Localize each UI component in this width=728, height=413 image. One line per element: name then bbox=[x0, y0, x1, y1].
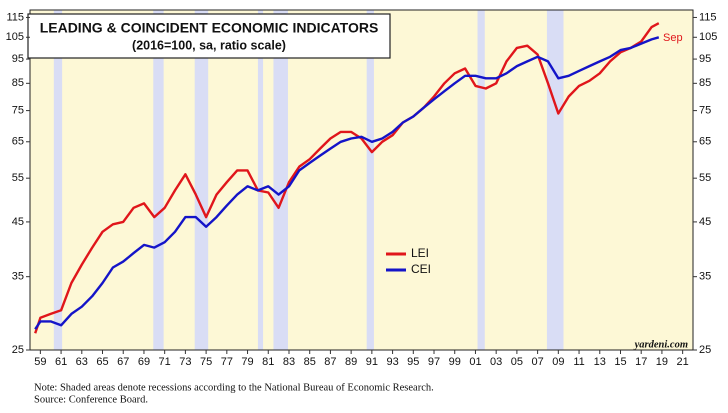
y-tick-label: 75 bbox=[12, 105, 24, 117]
y-tick-label: 85 bbox=[12, 77, 24, 89]
y2-tick-label: 85 bbox=[699, 77, 711, 89]
plot-background bbox=[30, 10, 693, 350]
recession-band bbox=[53, 10, 63, 350]
chart-title: LEADING & COINCIDENT ECONOMIC INDICATORS bbox=[40, 20, 379, 36]
source-brand: yardeni.com bbox=[633, 339, 688, 350]
y2-tick-label: 65 bbox=[699, 136, 711, 148]
y-tick-label: 115 bbox=[6, 11, 24, 23]
x-tick-label: 77 bbox=[221, 356, 233, 368]
note: Source: Conference Board. bbox=[34, 394, 148, 405]
y2-tick-label: 105 bbox=[699, 31, 717, 43]
end-annotation: Sep bbox=[663, 32, 683, 44]
recession-band bbox=[153, 10, 164, 350]
y-tick-label: 65 bbox=[12, 136, 24, 148]
x-tick-label: 69 bbox=[138, 356, 150, 368]
x-tick-label: 19 bbox=[656, 356, 668, 368]
x-tick-label: 95 bbox=[407, 356, 419, 368]
y-tick-label: 105 bbox=[6, 31, 24, 43]
x-tick-label: 63 bbox=[76, 356, 88, 368]
x-tick-label: 09 bbox=[552, 356, 564, 368]
legend-label: LEI bbox=[411, 246, 429, 260]
recession-band bbox=[194, 10, 209, 350]
x-tick-label: 03 bbox=[490, 356, 502, 368]
x-tick-label: 79 bbox=[241, 356, 253, 368]
x-tick-label: 97 bbox=[428, 356, 440, 368]
x-tick-label: 65 bbox=[96, 356, 108, 368]
chart-subtitle: (2016=100, sa, ratio scale) bbox=[132, 38, 286, 52]
x-tick-label: 59 bbox=[34, 356, 46, 368]
y2-tick-label: 95 bbox=[699, 53, 711, 65]
y2-tick-label: 55 bbox=[699, 172, 711, 184]
note: Note: Shaded areas denote recessions acc… bbox=[34, 382, 434, 393]
y2-tick-label: 35 bbox=[699, 271, 711, 283]
x-tick-label: 17 bbox=[635, 356, 647, 368]
y-tick-label: 35 bbox=[12, 271, 24, 283]
x-tick-label: 71 bbox=[159, 356, 171, 368]
series-lines bbox=[34, 22, 660, 334]
x-tick-label: 91 bbox=[366, 356, 378, 368]
y2-tick-label: 75 bbox=[699, 105, 711, 117]
x-tick-label: 89 bbox=[345, 356, 357, 368]
recession-band bbox=[273, 10, 288, 350]
recession-band bbox=[366, 10, 374, 350]
x-tick-label: 13 bbox=[594, 356, 606, 368]
plot-frame bbox=[29, 9, 694, 351]
x-tick-label: 85 bbox=[304, 356, 316, 368]
y2-tick-label: 115 bbox=[699, 11, 717, 23]
y-tick-label: 45 bbox=[12, 216, 24, 228]
legend-label: CEI bbox=[411, 262, 431, 276]
recession-band bbox=[546, 10, 564, 350]
x-tick-label: 05 bbox=[511, 356, 523, 368]
x-tick-label: 67 bbox=[117, 356, 129, 368]
recession-band bbox=[257, 10, 264, 350]
series-line bbox=[34, 36, 660, 330]
series-line bbox=[34, 22, 660, 334]
y2-tick-label: 25 bbox=[699, 344, 711, 356]
y-tick-label: 95 bbox=[12, 53, 24, 65]
x-tick-label: 93 bbox=[386, 356, 398, 368]
y-tick-label: 25 bbox=[12, 344, 24, 356]
x-tick-label: 21 bbox=[677, 356, 689, 368]
x-tick-label: 99 bbox=[449, 356, 461, 368]
x-tick-label: 15 bbox=[614, 356, 626, 368]
title-box bbox=[27, 13, 391, 59]
x-tick-label: 75 bbox=[200, 356, 212, 368]
x-tick-label: 01 bbox=[469, 356, 481, 368]
y-tick-label: 55 bbox=[12, 172, 24, 184]
x-tick-label: 81 bbox=[262, 356, 274, 368]
x-tick-label: 11 bbox=[573, 356, 584, 368]
x-tick-label: 87 bbox=[324, 356, 336, 368]
x-tick-label: 73 bbox=[179, 356, 191, 368]
x-tick-label: 07 bbox=[531, 356, 543, 368]
x-tick-label: 83 bbox=[283, 356, 295, 368]
x-tick-label: 61 bbox=[55, 356, 67, 368]
recession-band bbox=[477, 10, 485, 350]
y2-tick-label: 45 bbox=[699, 216, 711, 228]
